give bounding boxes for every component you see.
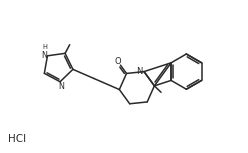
- Text: N: N: [136, 67, 143, 76]
- Text: O: O: [115, 57, 121, 66]
- Text: N: N: [42, 51, 47, 60]
- Text: N: N: [58, 82, 64, 91]
- Text: H: H: [42, 44, 47, 50]
- Text: HCl: HCl: [8, 134, 26, 144]
